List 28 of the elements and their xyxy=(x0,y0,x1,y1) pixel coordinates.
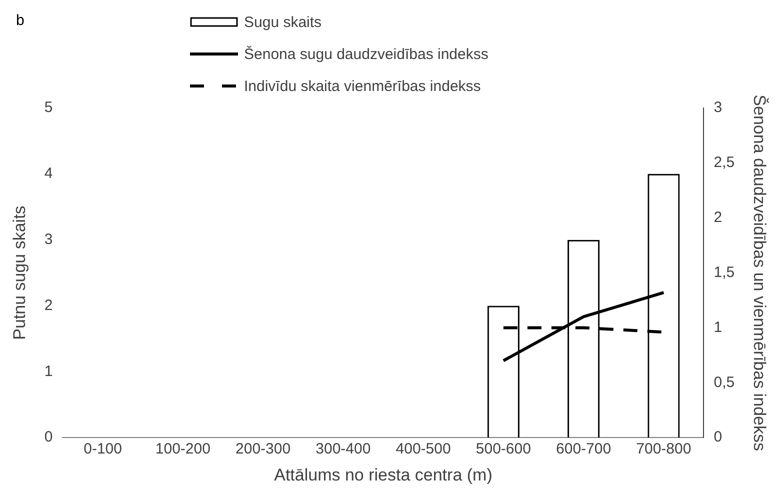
y2-tick-label: 3 xyxy=(714,99,722,116)
x-tick-label: 300-400 xyxy=(316,440,371,458)
x-tick-label: 400-500 xyxy=(396,440,451,458)
x-tick-label: 0-100 xyxy=(84,440,122,458)
legend-label: Šenona sugu daudzveidības indekss xyxy=(244,46,488,62)
y2-axis-title: Šenona daudzveidības un vienmērības indekss xyxy=(750,94,770,451)
y-axis-title: Putnu sugu skaits xyxy=(10,206,29,340)
x-axis-title: Attālums no riesta centra (m) xyxy=(274,465,492,484)
y-tick-label: 4 xyxy=(44,165,53,182)
x-tick-label: 700-800 xyxy=(636,440,692,458)
text: b xyxy=(16,12,24,29)
y-tick-label: 5 xyxy=(44,99,53,116)
y2-tick-label: 0 xyxy=(714,428,722,446)
y2-tick-label: 2,5 xyxy=(714,154,735,172)
y2-tick-label: 1,5 xyxy=(714,264,735,281)
x-tick-label: 100-200 xyxy=(155,440,210,458)
x-tick-label: 600-700 xyxy=(556,440,612,458)
y2-tick-label: 0,5 xyxy=(714,374,735,391)
legend-label: Indivīdu skaita vienmērības indekss xyxy=(244,78,481,94)
y2-tick-label: 2 xyxy=(714,209,722,226)
x-tick-label: 200-300 xyxy=(236,440,291,458)
legend-label: Sugu skaits xyxy=(244,14,322,30)
y2-tick-label: 1 xyxy=(714,318,722,336)
y-tick-label: 3 xyxy=(44,230,53,248)
y-tick-label: 2 xyxy=(44,296,53,314)
x-tick-label: 500-600 xyxy=(476,440,531,458)
y-tick-label: 1 xyxy=(44,362,53,380)
y-tick-label: 0 xyxy=(44,428,53,446)
